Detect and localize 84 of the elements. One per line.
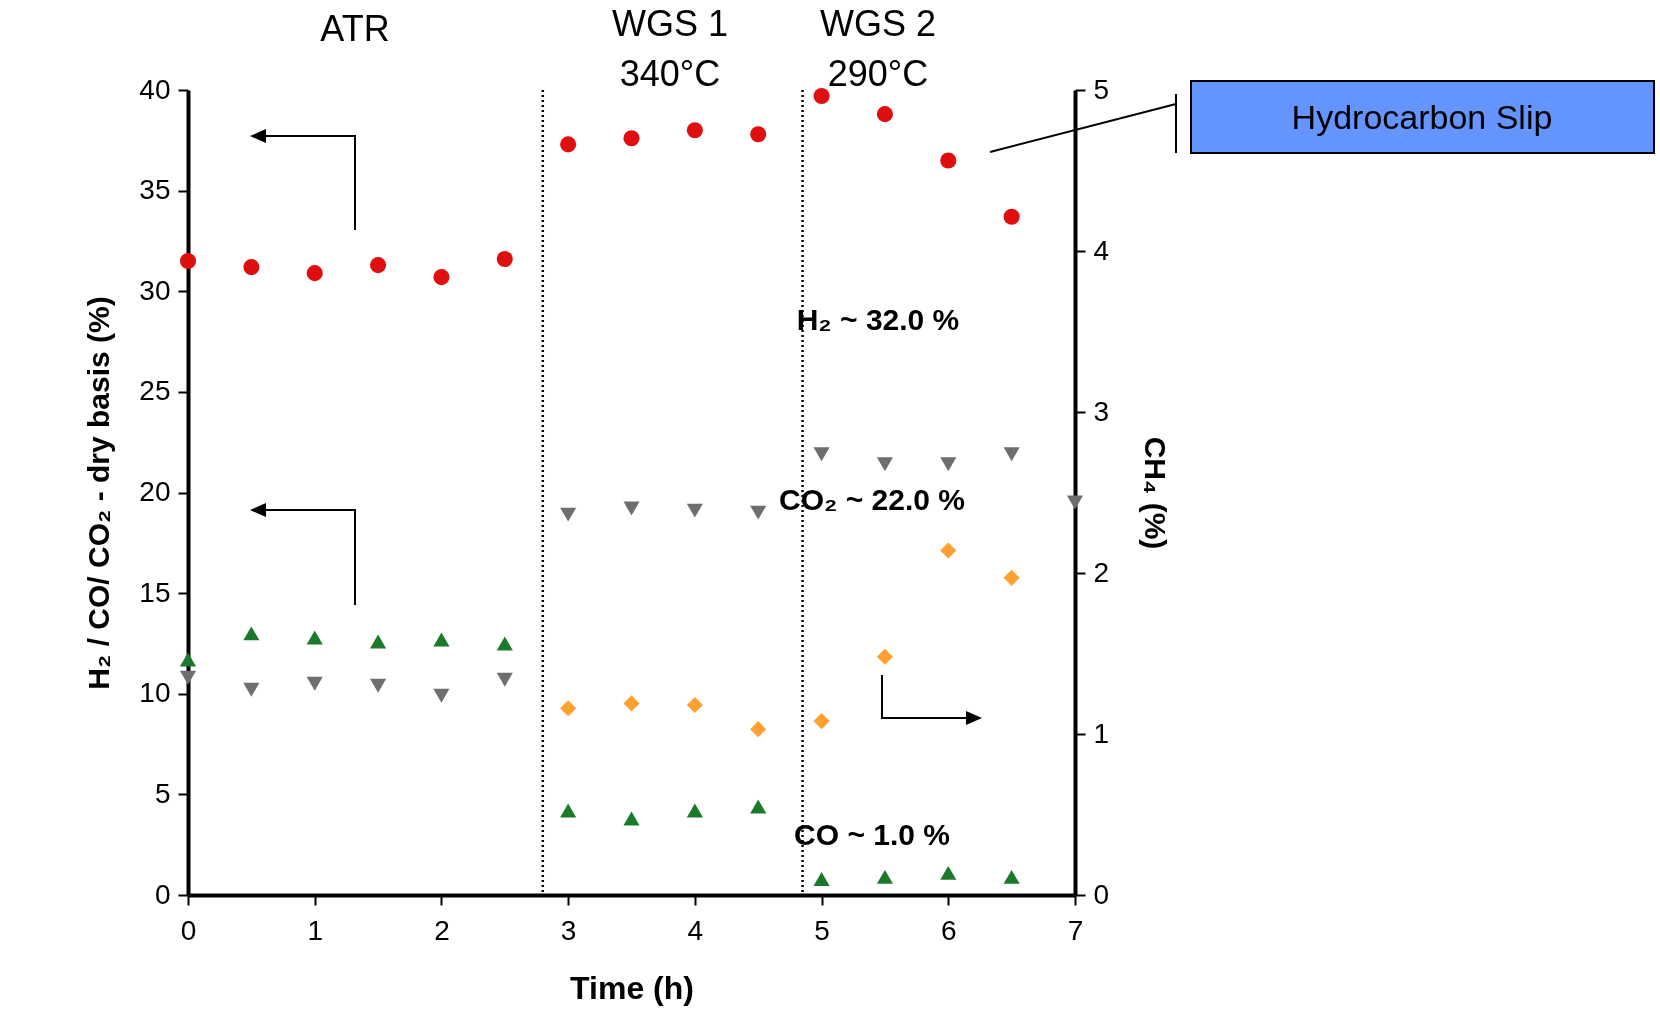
point <box>940 457 957 472</box>
point <box>686 122 703 139</box>
point <box>686 503 703 518</box>
point <box>623 501 640 516</box>
x-tick-label: 0 <box>180 914 197 946</box>
x-tick-label: 2 <box>434 914 450 946</box>
point <box>433 632 450 647</box>
x-tick-label: 6 <box>941 914 957 946</box>
y-tick-label: 20 <box>139 476 171 507</box>
point <box>940 542 957 559</box>
y-tick-label: 5 <box>154 777 171 809</box>
y2-tick-label: 4 <box>1093 234 1110 266</box>
y-tick-label: 10 <box>139 677 171 709</box>
point <box>433 269 450 286</box>
y-tick-label: 25 <box>139 375 171 407</box>
point <box>750 721 767 738</box>
point <box>370 634 387 649</box>
y-tick-label: 0 <box>154 878 171 910</box>
point <box>306 265 323 282</box>
point <box>243 682 260 697</box>
point <box>940 152 957 169</box>
x-tick-label: 5 <box>814 914 830 946</box>
point <box>560 507 577 522</box>
point <box>813 447 830 462</box>
y-tick-label: 30 <box>139 274 171 306</box>
point <box>179 670 197 685</box>
point <box>686 696 703 714</box>
point <box>813 713 830 730</box>
annotation: WGS 1 340°C <box>611 3 729 94</box>
point <box>750 505 767 520</box>
point <box>1003 569 1020 586</box>
point <box>179 253 197 270</box>
point <box>623 130 640 147</box>
x-tick-label: 4 <box>687 914 704 946</box>
point <box>876 648 893 665</box>
point <box>243 626 260 641</box>
annotation: CO ~ 1.0 % <box>794 818 950 852</box>
annotation: CO₂ ~ 22.0 % <box>779 482 965 516</box>
point <box>940 865 957 880</box>
y-tick-label: 40 <box>139 73 171 105</box>
y-tick-label: 35 <box>139 174 171 206</box>
point <box>1003 208 1020 225</box>
point <box>1003 447 1020 462</box>
point <box>496 672 513 687</box>
text: ATR <box>320 8 390 49</box>
point <box>433 688 450 703</box>
point <box>750 799 767 814</box>
x-tick-label: 7 <box>1067 914 1084 946</box>
point <box>876 457 893 472</box>
point <box>370 257 387 274</box>
x-tick-label: 1 <box>307 914 323 946</box>
annotation: H₂ ~ 32.0 % <box>796 302 960 336</box>
point <box>623 811 640 826</box>
y2-tick-label: 5 <box>1093 73 1110 105</box>
point <box>750 126 767 143</box>
y2-tick-label: 3 <box>1093 395 1110 427</box>
point <box>813 87 830 105</box>
point <box>243 259 260 276</box>
point <box>876 106 893 123</box>
point <box>1003 869 1020 884</box>
x-tick-label: 3 <box>560 914 577 946</box>
y-axis-title: H₂ / CO/ CO₂ - dry basis (%) <box>82 296 116 690</box>
point <box>496 251 513 268</box>
y2-tick-label: 1 <box>1093 717 1110 749</box>
point <box>370 678 387 693</box>
text: Hydrocarbon Slip <box>1291 98 1553 136</box>
y2-tick-label: 0 <box>1093 878 1110 910</box>
point <box>306 676 323 691</box>
y2-tick-label: 2 <box>1093 556 1110 588</box>
point <box>560 700 577 717</box>
point <box>813 871 830 886</box>
annotation: WGS 2 290°C <box>819 3 937 94</box>
point <box>623 695 640 712</box>
point <box>560 136 577 153</box>
y2-axis-title: CH₄ (%) <box>1139 436 1173 550</box>
y-tick-label: 15 <box>139 576 171 608</box>
point <box>179 652 197 667</box>
point <box>496 636 513 651</box>
x-axis-title: Time (h) <box>570 969 694 1006</box>
point <box>876 869 893 884</box>
point <box>686 803 703 818</box>
point <box>1066 495 1084 510</box>
point <box>560 803 577 818</box>
point <box>306 630 323 645</box>
